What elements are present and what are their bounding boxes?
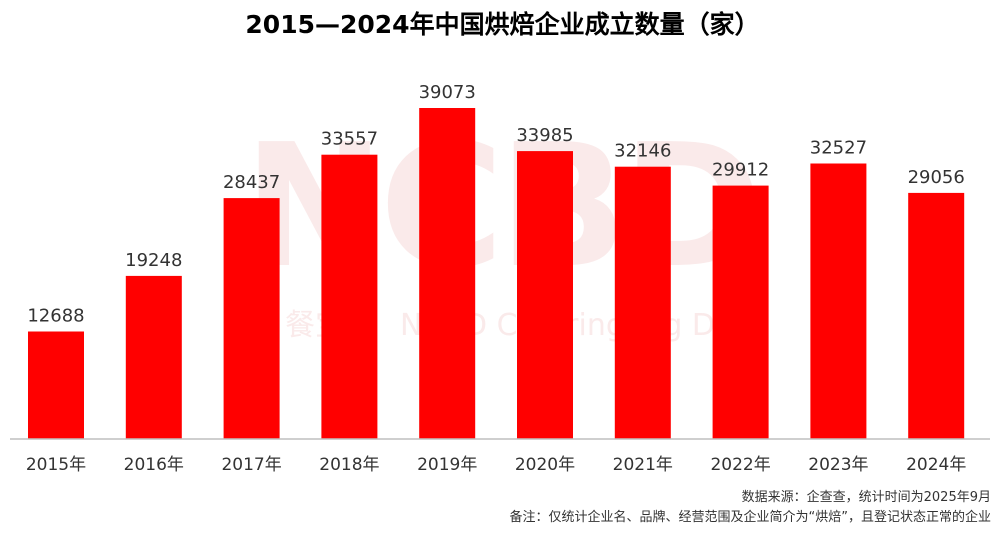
x-tick-label: 2015年 bbox=[26, 455, 86, 475]
data-label: 32146 bbox=[614, 141, 671, 162]
data-label: 19248 bbox=[125, 250, 182, 271]
x-tick-label: 2018年 bbox=[319, 455, 379, 475]
bar bbox=[712, 185, 769, 439]
bar bbox=[908, 192, 965, 439]
data-label: 29912 bbox=[712, 160, 769, 181]
source-note: 数据来源：企查查，统计时间为2025年9月 bbox=[741, 490, 991, 505]
data-label: 29056 bbox=[908, 167, 965, 188]
x-tick-label: 2017年 bbox=[221, 455, 281, 475]
x-tick-label: 2021年 bbox=[613, 455, 673, 475]
data-label: 28437 bbox=[223, 172, 280, 193]
data-label: 32527 bbox=[810, 138, 867, 159]
bar bbox=[614, 166, 671, 439]
remark-note: 备注：仅统计企业名、品牌、经营范围及企业简介为“烘焙”，且登记状态正常的企业 bbox=[509, 510, 991, 525]
x-tick-label: 2019年 bbox=[417, 455, 477, 475]
bar-group bbox=[28, 108, 965, 439]
bar bbox=[125, 275, 182, 439]
data-label: 39073 bbox=[419, 82, 476, 103]
x-tick-label-group: 2015年 2016年 2017年 2018年 2019年 2020年 2021年 2022年… bbox=[26, 455, 966, 475]
data-label-group: 12688 19248 28437 33557 39073 33985 32146 29912… bbox=[27, 82, 964, 327]
chart-title: 2015—2024年中国烘焙企业成立数量（家） bbox=[245, 10, 760, 39]
x-tick-label: 2022年 bbox=[710, 455, 770, 475]
x-tick-label: 2024年 bbox=[906, 455, 966, 475]
data-label: 12688 bbox=[27, 306, 84, 327]
bar bbox=[223, 198, 280, 439]
bar bbox=[419, 108, 476, 439]
data-label: 33557 bbox=[321, 129, 378, 150]
bar bbox=[28, 331, 84, 439]
data-label: 33985 bbox=[516, 125, 573, 146]
bar bbox=[321, 154, 378, 439]
x-tick-label: 2023年 bbox=[808, 455, 868, 475]
footnotes: 数据来源：企查查，统计时间为2025年9月 备注：仅统计企业名、品牌、经营范围及… bbox=[510, 488, 991, 528]
bar bbox=[517, 151, 573, 439]
bar bbox=[810, 163, 867, 439]
x-tick-label: 2016年 bbox=[124, 455, 184, 475]
x-tick-label: 2020年 bbox=[515, 455, 575, 475]
